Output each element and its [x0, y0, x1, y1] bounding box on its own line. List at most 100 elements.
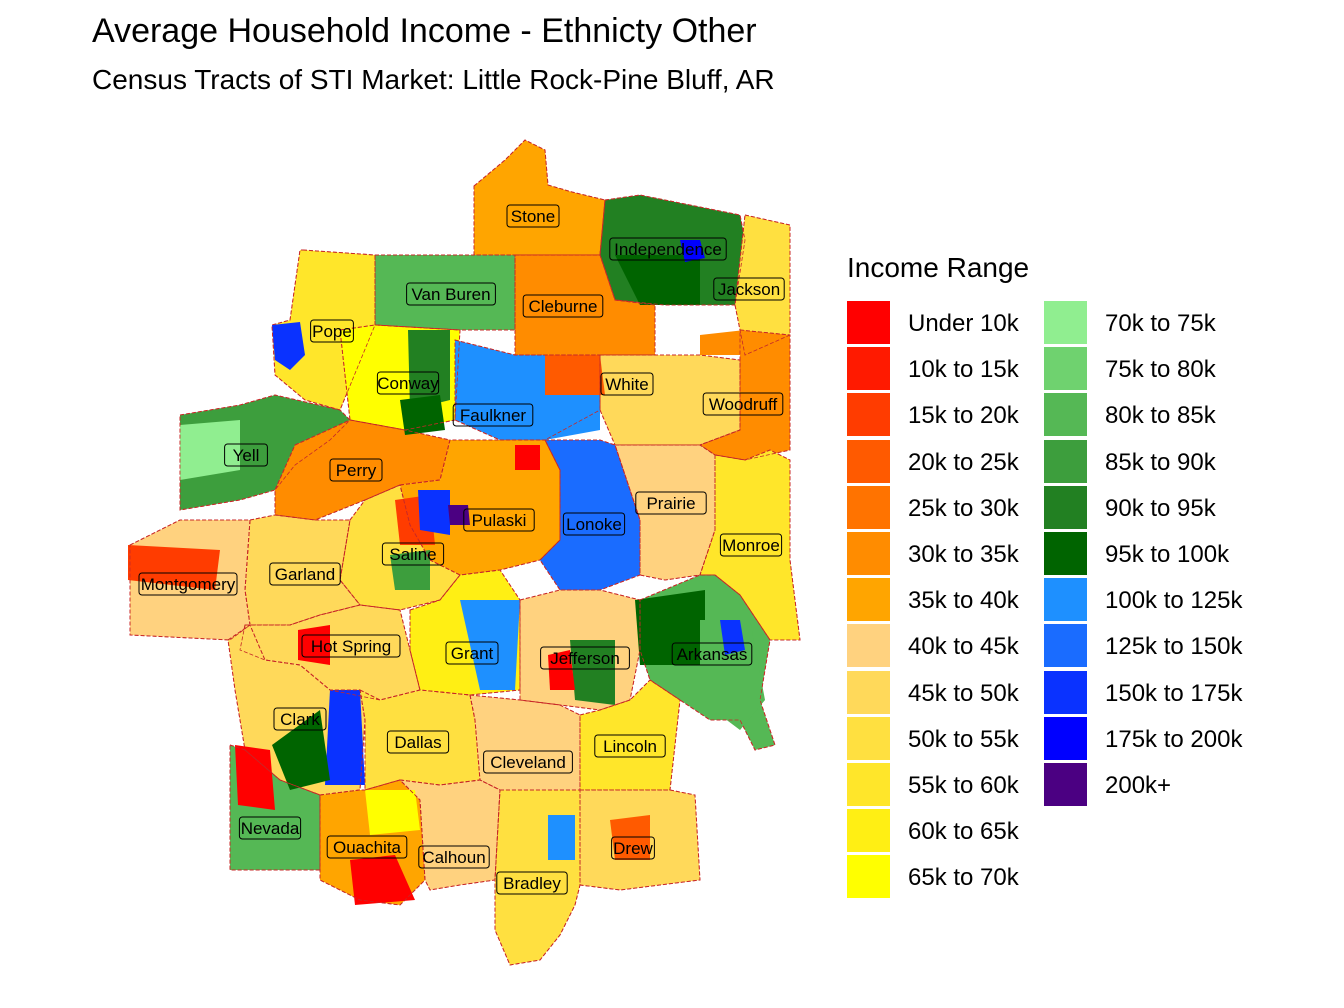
- legend-swatch: [847, 578, 890, 622]
- legend-swatch: [847, 531, 890, 575]
- county-border: [319, 779, 426, 906]
- county-name: Montgomery: [141, 575, 236, 594]
- legend-label: 35k to 40k: [908, 587, 1019, 615]
- county-label-box: [611, 836, 655, 860]
- census-tract: [570, 640, 615, 705]
- legend-swatch: [1044, 762, 1087, 806]
- census-tract: [680, 240, 705, 262]
- census-tract: [545, 355, 605, 395]
- county-name: Drew: [613, 839, 653, 858]
- county-border: [519, 589, 641, 711]
- county-name: Prairie: [646, 494, 695, 513]
- county-name: Clark: [280, 710, 320, 729]
- county-name: Independence: [614, 240, 722, 259]
- legend-swatch: [847, 301, 890, 344]
- map-title: Average Household Income - Ethnicty Othe…: [92, 12, 757, 50]
- county-label: Drew: [611, 836, 655, 860]
- legend-label: 80k to 85k: [1105, 402, 1216, 430]
- county-label: Montgomery: [138, 572, 238, 596]
- county-label-box: [269, 562, 341, 586]
- legend-label: 15k to 20k: [908, 402, 1019, 430]
- county-label-box: [609, 237, 727, 261]
- county-border: [699, 449, 801, 641]
- county-name: Conway: [377, 374, 439, 393]
- county-name: Nevada: [241, 819, 300, 838]
- county-border: [734, 214, 791, 356]
- legend-swatch: [847, 809, 890, 853]
- county-label: Cleburne: [522, 294, 604, 318]
- county-label-box: [326, 835, 408, 859]
- legend-swatch: [1044, 716, 1087, 760]
- census-tract: [565, 510, 615, 570]
- county-label: Arkansas: [671, 642, 753, 666]
- county-label: Perry: [329, 458, 383, 482]
- county-label-box: [540, 646, 630, 670]
- county-label-box: [238, 816, 302, 840]
- county-label-box: [671, 642, 753, 666]
- county-label: Jackson: [713, 277, 785, 301]
- county-label-box: [463, 508, 535, 532]
- county-border: [494, 789, 581, 966]
- census-tract: [180, 420, 240, 480]
- county-label: Independence: [609, 237, 727, 261]
- census-tract: [460, 600, 520, 690]
- county-label: Lincoln: [594, 734, 666, 758]
- county-border: [339, 324, 461, 431]
- county-name: Jackson: [718, 280, 780, 299]
- legend-swatch: [1044, 531, 1087, 575]
- census-tract: [128, 545, 220, 590]
- county-label-box: [702, 392, 784, 416]
- county-border: [639, 574, 776, 751]
- legend-swatch: [847, 716, 890, 760]
- county-name: Perry: [336, 461, 377, 480]
- county-label: Saline: [381, 542, 445, 566]
- county-name: Dallas: [394, 733, 441, 752]
- county-label-box: [483, 750, 573, 774]
- county-label-box: [506, 204, 560, 228]
- legend-label: Under 10k: [908, 310, 1019, 337]
- county-name: Cleveland: [490, 753, 566, 772]
- census-tract: [390, 550, 430, 590]
- legend-label: 150k to 175k: [1105, 679, 1243, 707]
- county-name: Pulaski: [472, 511, 527, 530]
- legend-label: 60k to 65k: [908, 818, 1019, 846]
- county-label: Calhoun: [418, 845, 490, 869]
- county-label-box: [138, 572, 238, 596]
- census-tract: [700, 330, 745, 355]
- legend-title: Income Range: [847, 252, 1030, 283]
- county-name: Stone: [511, 207, 555, 226]
- census-tract: [635, 590, 705, 665]
- county-label: Clark: [273, 707, 327, 731]
- county-label-box: [719, 533, 783, 557]
- county-label-box: [224, 443, 268, 467]
- legend-label: 175k to 200k: [1105, 725, 1243, 753]
- county-region: [473, 139, 606, 256]
- census-tract: [448, 505, 470, 525]
- census-tract: [615, 255, 700, 305]
- legend-swatch: [847, 670, 890, 714]
- county-label-box: [386, 730, 450, 754]
- legend-swatch: [1044, 578, 1087, 622]
- map-subtitle: Census Tracts of STI Market: Little Rock…: [92, 64, 775, 95]
- county-label: Van Buren: [406, 282, 496, 306]
- legend-label: 90k to 95k: [1105, 494, 1216, 522]
- legend-label: 85k to 90k: [1105, 448, 1216, 476]
- county-name: Van Buren: [411, 285, 490, 304]
- county-name: Grant: [451, 644, 494, 663]
- legend-swatch: [847, 439, 890, 483]
- county-label: Lonoke: [562, 512, 626, 536]
- county-label: Hot Spring: [301, 634, 401, 658]
- census-tract: [400, 395, 445, 435]
- county-name: Arkansas: [677, 645, 748, 664]
- census-tract: [700, 620, 765, 730]
- county-label: Monroe: [719, 533, 783, 557]
- county-label-box: [329, 458, 383, 482]
- county-name: Monroe: [722, 536, 780, 555]
- legend-label: 95k to 100k: [1105, 540, 1230, 568]
- county-label: Dallas: [386, 730, 450, 754]
- county-name: Saline: [389, 545, 436, 564]
- legend-label: 25k to 30k: [908, 494, 1019, 522]
- county-label: Cleveland: [483, 750, 573, 774]
- county-label-box: [594, 734, 666, 758]
